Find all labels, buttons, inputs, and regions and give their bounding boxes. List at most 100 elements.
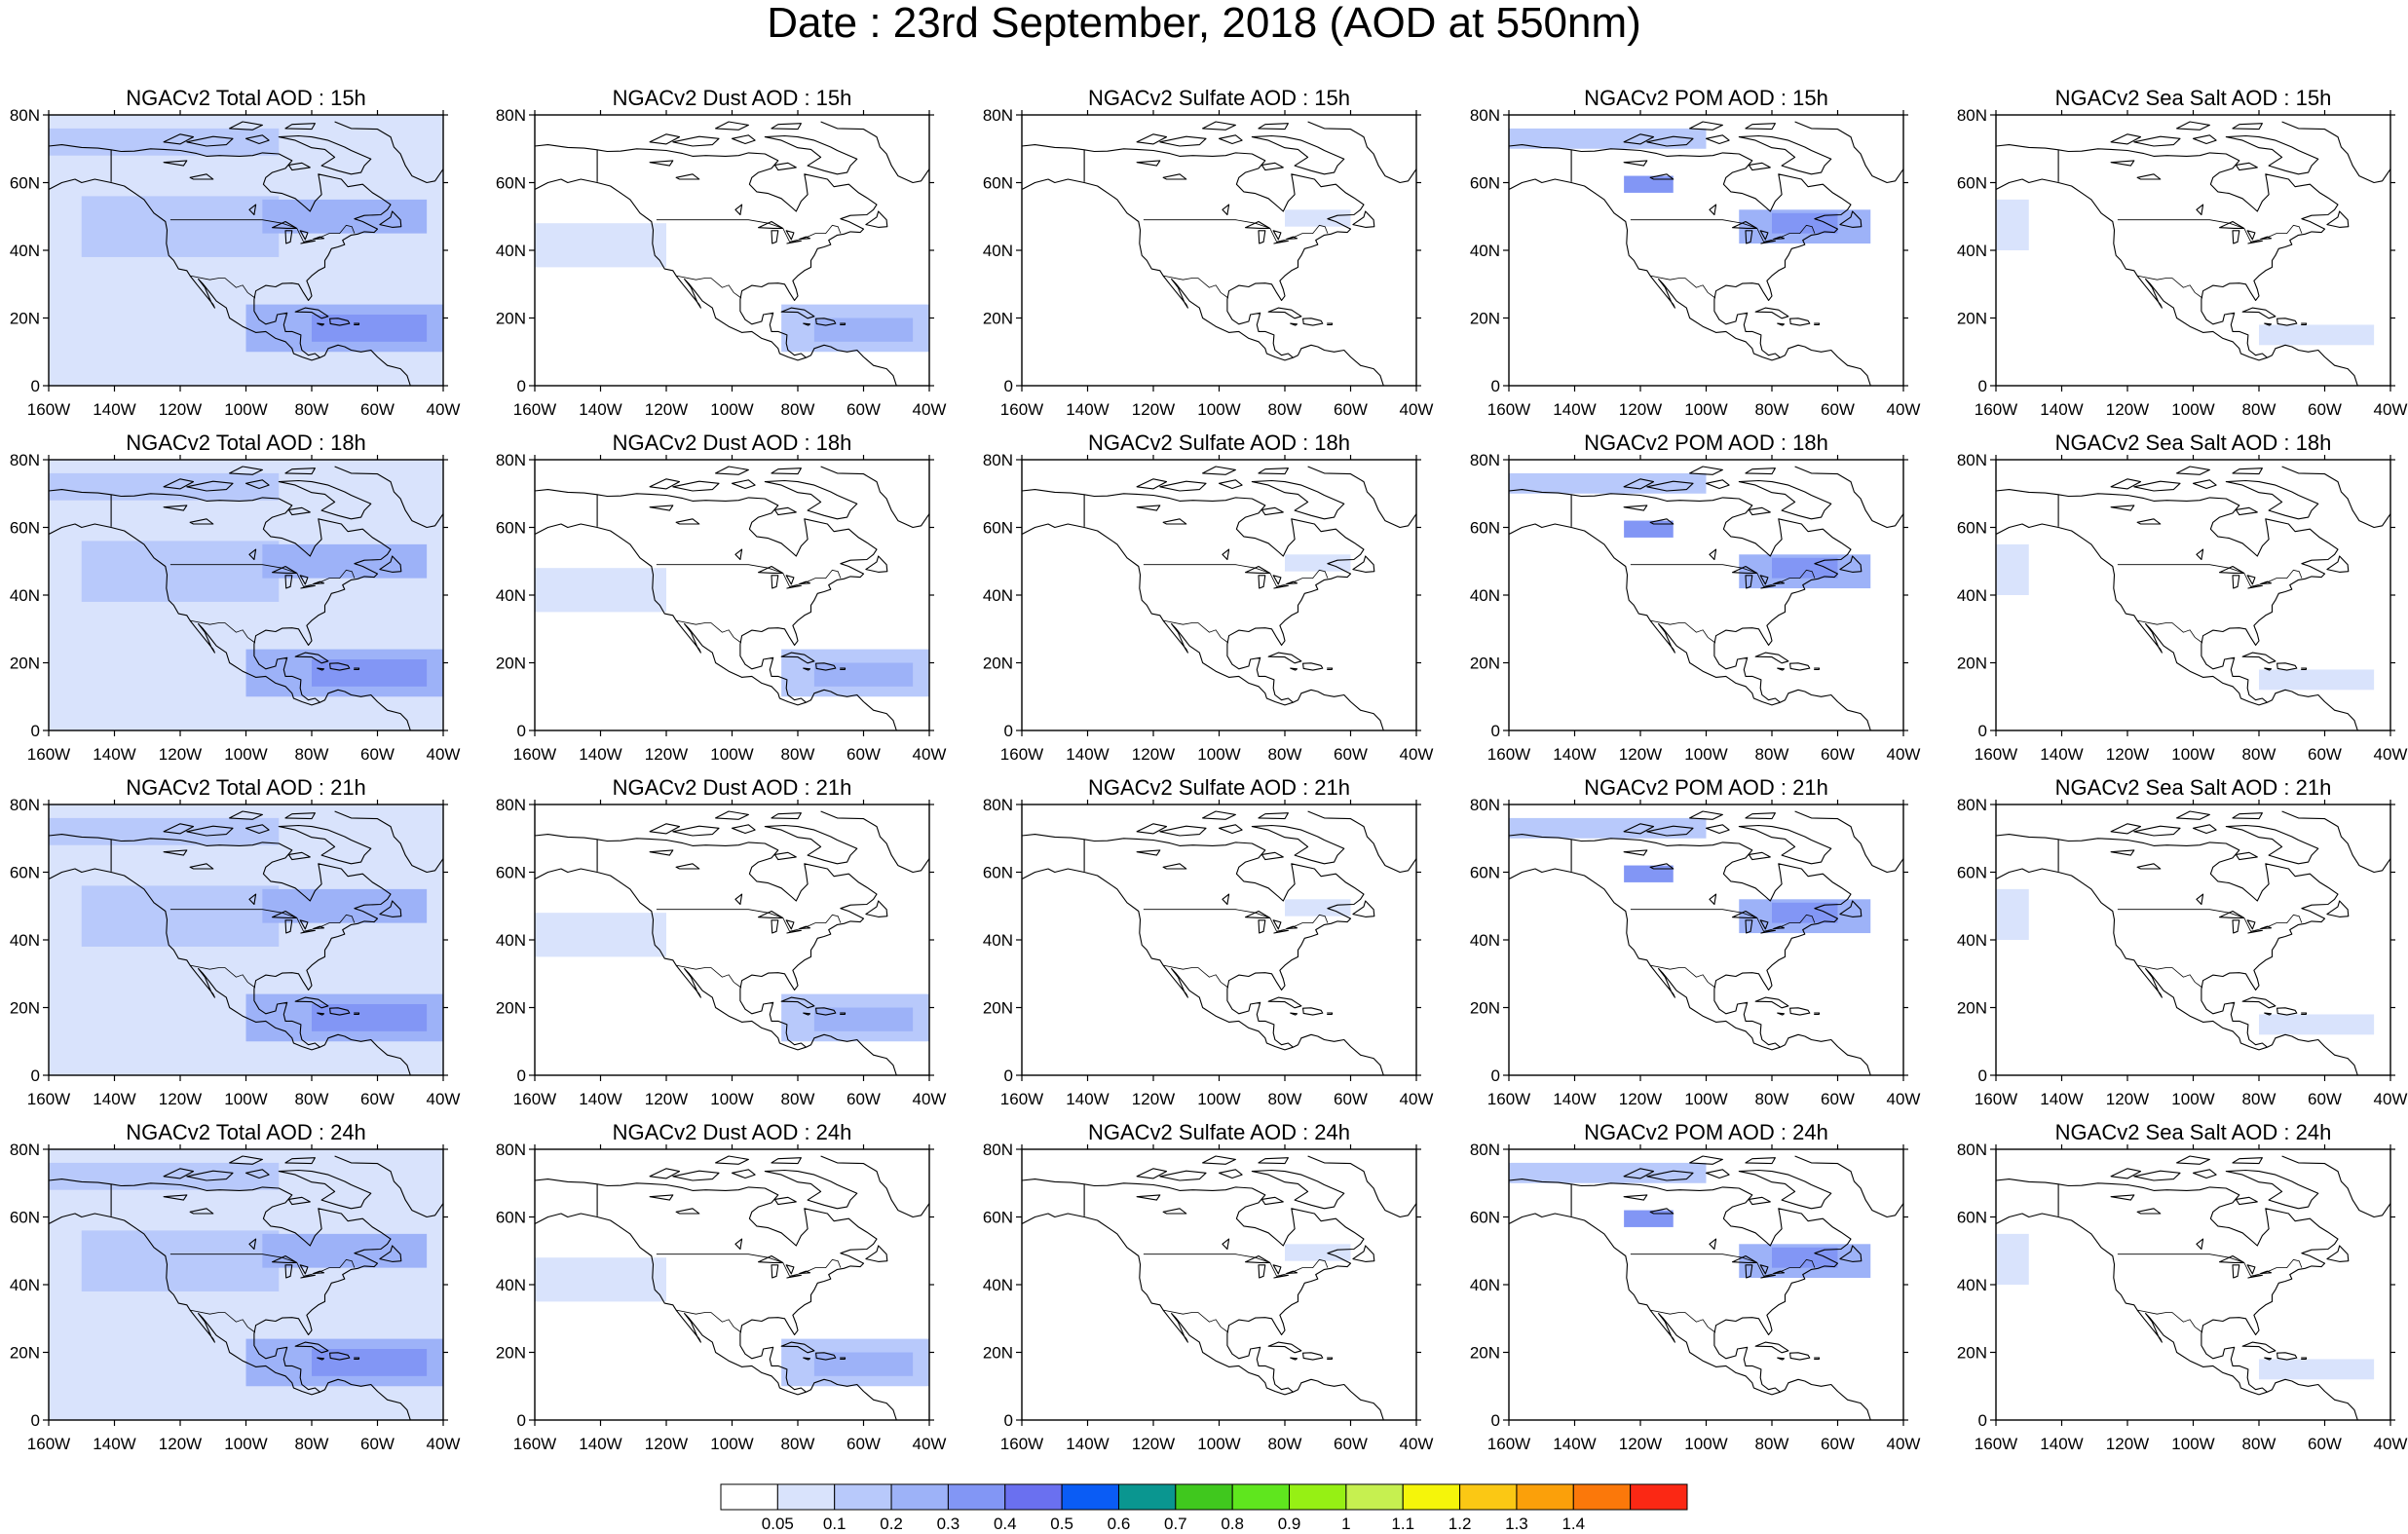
aod-region [1285, 554, 1351, 572]
map-panel-seasalt-21h: NGACv2 Sea Salt AOD : 21h 80N 60N 40N 20N 0 16… [1947, 775, 2408, 1116]
colorbar-swatch [1289, 1483, 1347, 1511]
aod-map: 80N 60N 40N 20N 0 160W 140W 120W 100W 80W 60W 40W [1470, 1141, 1921, 1453]
political-borders [169, 1253, 356, 1333]
lat-label: 0 [1004, 722, 1013, 740]
lon-label: 60W [2308, 400, 2342, 419]
lon-label: 120W [1619, 745, 1662, 764]
lat-label: 0 [1491, 377, 1500, 395]
panel-title: NGACv2 Dust AOD : 15h [612, 86, 852, 110]
lon-label: 120W [645, 400, 688, 419]
political-borders [1630, 564, 1816, 644]
colorbar-label: 0.7 [1164, 1515, 1187, 1529]
panel-title: NGACv2 POM AOD : 18h [1584, 430, 1828, 455]
lat-label: 0 [31, 377, 40, 395]
lon-label: 140W [579, 1090, 621, 1108]
lat-label: 0 [31, 1411, 40, 1430]
aod-region [1996, 1233, 2029, 1285]
lat-label: 80N [983, 1141, 1013, 1159]
political-borders [169, 909, 356, 989]
lon-label: 60W [847, 1435, 881, 1453]
aod-region [1996, 543, 2029, 595]
lon-label: 160W [1975, 745, 2017, 764]
panel-title: NGACv2 Sea Salt AOD : 24h [2054, 1120, 2332, 1144]
lon-label: 100W [2171, 1435, 2214, 1453]
lon-label: 120W [2106, 1090, 2149, 1108]
lon-label: 60W [847, 745, 881, 764]
panel-title: NGACv2 Sea Salt AOD : 15h [2054, 86, 2332, 110]
lat-label: 60N [10, 174, 40, 193]
lon-label: 140W [93, 1435, 135, 1453]
lon-label: 160W [513, 1435, 556, 1453]
aod-map: 80N 60N 40N 20N 0 160W 140W 120W 100W 80W 60W 40W [983, 1141, 1434, 1453]
lon-label: 80W [2242, 400, 2276, 419]
lon-label: 100W [1197, 1435, 1240, 1453]
lon-label: 40W [1400, 1435, 1434, 1453]
coastlines [48, 1155, 444, 1421]
aod-region [535, 1257, 666, 1302]
lon-label: 100W [224, 1090, 267, 1108]
lon-label: 60W [2308, 1435, 2342, 1453]
colorbar-legend: 0.05 0.1 0.2 0.3 0.4 0.5 0.6 0.7 0.8 0.9 1 1.1 1.2 1.… [701, 1480, 1707, 1533]
aod-region [1624, 865, 1674, 882]
political-borders [1143, 564, 1329, 644]
coastlines [1021, 466, 1417, 731]
political-borders [656, 1253, 842, 1333]
lon-label: 60W [360, 400, 395, 419]
lon-label: 140W [1066, 400, 1109, 419]
coastlines [1995, 1155, 2391, 1421]
lon-label: 80W [295, 1090, 329, 1108]
political-borders [1143, 909, 1329, 989]
lon-label: 80W [295, 1435, 329, 1453]
lat-label: 60N [983, 174, 1013, 193]
lon-label: 80W [781, 1090, 815, 1108]
lon-label: 100W [224, 745, 267, 764]
lon-label: 100W [2171, 1090, 2214, 1108]
colorbar-swatch [1572, 1483, 1632, 1511]
lon-label: 140W [1066, 1435, 1109, 1453]
aod-region [535, 913, 666, 957]
lon-label: 100W [2171, 745, 2214, 764]
lon-label: 100W [1197, 400, 1240, 419]
colorbar-swatch [1061, 1483, 1119, 1511]
lat-label: 0 [517, 722, 526, 740]
lon-label: 160W [1000, 1435, 1043, 1453]
political-borders [656, 909, 842, 989]
lon-label: 120W [1619, 400, 1662, 419]
lat-label: 20N [983, 310, 1013, 328]
lat-label: 20N [1957, 655, 1987, 673]
lon-label: 120W [159, 1090, 202, 1108]
lon-label: 140W [579, 745, 621, 764]
lat-label: 40N [1957, 1276, 1987, 1294]
colorbar-label: 1 [1341, 1515, 1350, 1529]
lat-label: 80N [1957, 1141, 1987, 1159]
political-borders [2117, 1253, 2303, 1333]
colorbar-swatch [1459, 1483, 1518, 1511]
lat-label: 60N [1957, 519, 1987, 538]
lat-label: 0 [1978, 722, 1987, 740]
lon-label: 80W [1268, 1090, 1302, 1108]
lat-label: 0 [1978, 1411, 1987, 1430]
lat-label: 20N [1470, 1344, 1500, 1363]
lon-label: 140W [1553, 1435, 1596, 1453]
lon-label: 160W [1000, 745, 1043, 764]
colorbar-label: 0.9 [1278, 1515, 1301, 1529]
lat-label: 20N [10, 999, 40, 1018]
lon-label: 140W [93, 745, 135, 764]
coastlines [534, 810, 930, 1076]
lon-label: 40W [1400, 1090, 1434, 1108]
aod-map: 80N 60N 40N 20N 0 160W 140W 120W 100W 80W 60W 40W [10, 796, 461, 1108]
coastlines [1021, 121, 1417, 387]
lat-label: 60N [1957, 864, 1987, 882]
aod-region [81, 541, 280, 602]
aod-region [813, 662, 914, 687]
lon-label: 120W [2106, 400, 2149, 419]
colorbar-swatch [1345, 1483, 1404, 1511]
panel-title: NGACv2 Total AOD : 24h [126, 1120, 366, 1144]
colorbar-label: 0.6 [1108, 1515, 1131, 1529]
lon-label: 120W [1132, 1435, 1175, 1453]
lon-label: 60W [2308, 745, 2342, 764]
aod-map: 80N 60N 40N 20N 0 160W 140W 120W 100W 80W 60W 40W [10, 106, 461, 419]
colorbar-label: 1.4 [1561, 1515, 1585, 1529]
coastlines [1021, 1155, 1417, 1421]
